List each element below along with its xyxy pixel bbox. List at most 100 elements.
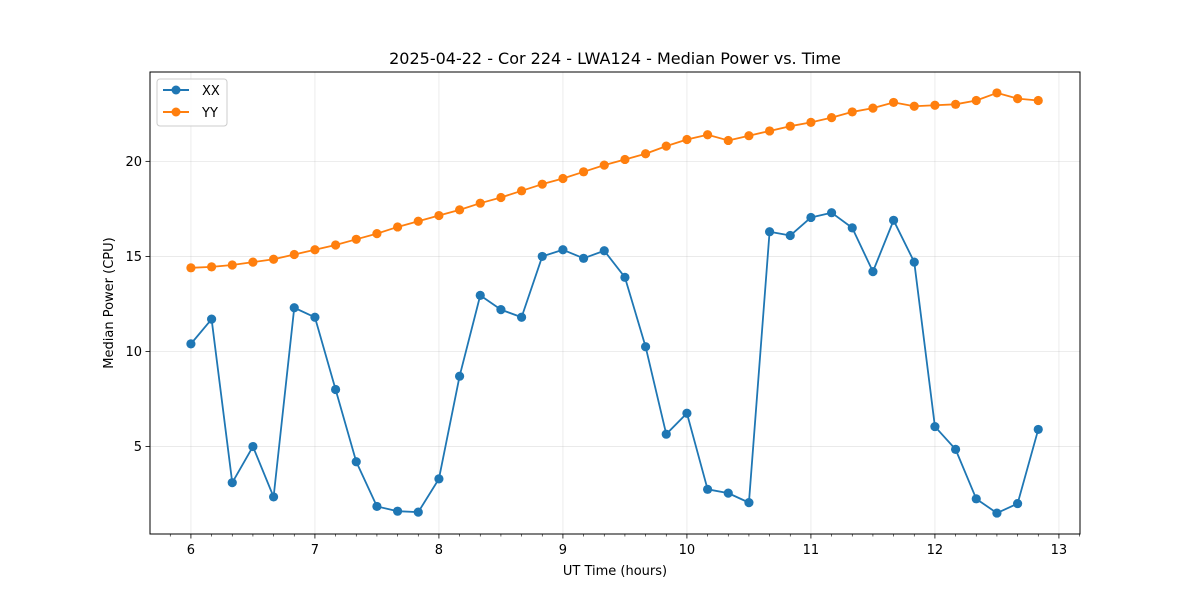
data-point-xx: [599, 246, 609, 256]
data-point-yy: [930, 100, 940, 110]
axes-ticks: 6 7 8 9 10 11 12 13 5 10 15 20: [125, 155, 1080, 558]
data-point-xx: [661, 429, 671, 439]
data-point-xx: [723, 488, 733, 498]
series-yy: [186, 88, 1043, 273]
plot-frame: [149, 71, 1081, 535]
data-point-yy: [1012, 94, 1023, 104]
data-point-xx: [1012, 498, 1023, 509]
data-point-xx: [620, 272, 630, 282]
data-point-xx: [1033, 424, 1043, 435]
data-point-xx: [950, 444, 961, 454]
series-layer: [186, 88, 1043, 518]
data-point-yy: [475, 198, 485, 208]
y-tick-label: 10: [125, 345, 142, 360]
data-point-yy: [950, 99, 961, 109]
data-point-yy: [1033, 95, 1043, 106]
data-point-xx: [868, 267, 878, 277]
chart-title: 2025-04-22 - Cor 224 - LWA124 - Median P…: [389, 49, 841, 68]
data-point-yy: [248, 257, 258, 267]
data-point-yy: [723, 135, 733, 146]
data-point-xx: [227, 478, 237, 488]
data-point-xx: [186, 339, 196, 349]
data-point-xx: [806, 212, 816, 223]
x-tick-label: 11: [803, 543, 820, 558]
data-point-xx: [434, 474, 444, 484]
data-point-xx: [206, 314, 217, 324]
data-point-xx: [744, 498, 754, 508]
x-axis-label: UT Time (hours): [563, 564, 667, 579]
data-point-yy: [516, 186, 527, 196]
series-line-xx: [190, 211, 1040, 514]
legend-marker-xx: [171, 85, 181, 95]
y-tick-label: 5: [134, 440, 142, 455]
data-point-yy: [578, 167, 589, 177]
data-point-yy: [186, 263, 196, 273]
data-point-yy: [496, 192, 506, 203]
data-point-xx: [764, 227, 775, 237]
data-point-yy: [868, 103, 878, 113]
x-tick-label: 6: [187, 543, 195, 558]
data-point-xx: [826, 208, 837, 218]
data-point-xx: [682, 408, 692, 418]
x-tick-label: 10: [679, 543, 696, 558]
data-point-yy: [909, 101, 919, 111]
data-point-xx: [930, 421, 940, 432]
data-point-yy: [640, 149, 651, 159]
data-point-xx: [475, 290, 485, 300]
data-point-yy: [413, 216, 423, 226]
x-tick-label: 12: [927, 543, 944, 558]
data-point-yy: [599, 160, 609, 170]
x-tick-label: 9: [559, 543, 567, 558]
data-point-yy: [888, 97, 899, 108]
data-point-xx: [454, 371, 465, 381]
data-point-xx: [888, 215, 899, 225]
y-axis-label: Median Power (CPU): [102, 237, 117, 368]
data-point-yy: [661, 141, 671, 151]
data-point-yy: [310, 245, 320, 255]
data-point-yy: [971, 95, 981, 106]
data-point-yy: [558, 173, 568, 184]
data-point-yy: [227, 260, 237, 270]
y-tick-label: 15: [125, 250, 142, 265]
data-point-xx: [516, 312, 527, 322]
data-point-yy: [330, 240, 341, 250]
data-point-yy: [351, 234, 361, 244]
legend-label-xx: XX: [202, 84, 220, 99]
data-point-yy: [392, 222, 403, 232]
data-point-yy: [682, 134, 692, 145]
data-point-xx: [971, 494, 981, 504]
legend: XX YY: [156, 78, 228, 127]
data-point-xx: [702, 484, 713, 494]
x-tick-label: 8: [435, 543, 443, 558]
data-point-xx: [785, 230, 795, 241]
data-point-xx: [558, 245, 568, 255]
data-point-xx: [496, 305, 506, 315]
data-point-yy: [702, 130, 713, 140]
data-point-xx: [351, 457, 361, 467]
data-point-xx: [909, 257, 919, 267]
data-point-yy: [620, 154, 630, 165]
data-point-yy: [785, 121, 795, 131]
data-point-xx: [413, 507, 423, 517]
series-xx: [186, 208, 1043, 518]
data-point-xx: [640, 342, 651, 352]
y-tick-label: 20: [125, 155, 142, 170]
data-point-yy: [992, 88, 1002, 98]
data-point-xx: [289, 303, 299, 313]
data-point-xx: [248, 441, 258, 452]
data-point-xx: [992, 508, 1002, 518]
x-tick-label: 13: [1051, 543, 1068, 558]
data-point-yy: [289, 249, 299, 260]
legend-marker-yy: [171, 107, 181, 117]
data-point-yy: [764, 126, 775, 136]
data-point-yy: [847, 107, 857, 117]
data-point-xx: [268, 492, 279, 502]
data-point-yy: [206, 262, 217, 272]
data-point-yy: [537, 179, 547, 189]
x-tick-label: 7: [311, 543, 319, 558]
data-point-yy: [826, 113, 837, 123]
data-point-yy: [434, 210, 444, 221]
data-point-xx: [372, 501, 382, 512]
data-point-xx: [578, 253, 589, 263]
